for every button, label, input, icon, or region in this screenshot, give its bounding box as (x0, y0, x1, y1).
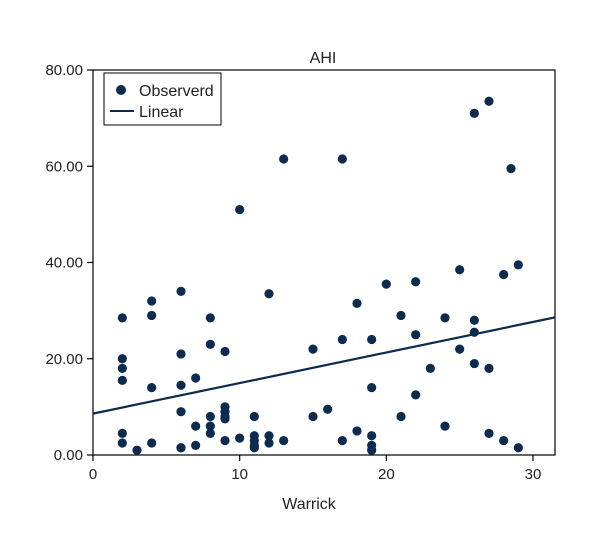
data-point (440, 421, 450, 431)
data-point (191, 421, 201, 431)
data-point (396, 411, 406, 422)
legend-linear-label: Linear (139, 104, 184, 121)
data-point (249, 411, 259, 422)
data-point (367, 445, 377, 455)
data-point (117, 313, 127, 323)
data-point (220, 346, 230, 357)
data-point (205, 428, 215, 438)
data-point (469, 358, 479, 369)
data-point (455, 265, 465, 275)
data-point (469, 108, 479, 118)
data-point (205, 411, 215, 422)
data-point (455, 344, 465, 354)
observed-points (117, 96, 523, 455)
data-point (484, 96, 494, 106)
y-axis: 0.00 20.00 40.00 60.00 80.00 (45, 62, 93, 464)
data-point (513, 260, 523, 270)
data-point (132, 445, 142, 455)
legend-box (103, 72, 222, 126)
x-tick-label: 10 (231, 466, 248, 483)
plot-frame (92, 69, 556, 456)
data-point (117, 438, 127, 448)
data-point (381, 279, 391, 289)
data-point (191, 373, 201, 383)
data-point (308, 344, 318, 354)
data-point (411, 277, 421, 287)
data-point (220, 435, 230, 446)
x-axis-title: Warrick (282, 496, 337, 513)
x-tick-label: 0 (89, 466, 97, 483)
data-point (352, 298, 362, 309)
x-tick-label: 30 (525, 466, 542, 483)
data-point (499, 269, 509, 280)
data-point (147, 310, 157, 321)
data-point (396, 310, 406, 321)
data-point (337, 154, 347, 164)
y-tick-label: 60.00 (45, 158, 83, 175)
data-point (235, 433, 245, 443)
y-tick-label: 20.00 (45, 351, 83, 368)
data-point (191, 440, 201, 450)
data-point (205, 313, 215, 323)
y-tick-label: 0.00 (54, 447, 83, 464)
data-point (205, 421, 215, 431)
data-point (235, 204, 245, 215)
data-point (117, 354, 127, 364)
data-point (411, 330, 421, 340)
data-point (176, 443, 186, 453)
x-tick-label: 20 (378, 466, 395, 483)
data-point (147, 296, 157, 306)
data-point (117, 375, 127, 386)
data-point (117, 363, 127, 373)
data-point (440, 313, 450, 323)
data-point (484, 363, 494, 373)
data-point (367, 334, 377, 345)
data-point (469, 315, 479, 325)
x-axis: 0 10 20 30 (89, 455, 542, 483)
data-point (308, 411, 318, 422)
data-point (499, 435, 509, 446)
data-point (337, 334, 347, 345)
legend-observed-label: Observerd (139, 83, 214, 100)
data-point (264, 431, 274, 441)
data-point (176, 380, 186, 390)
chart-title: AHI (310, 50, 337, 67)
data-point (484, 428, 494, 438)
data-point (513, 443, 523, 453)
data-point (425, 363, 435, 373)
legend-observed-marker (116, 85, 126, 95)
data-point (352, 426, 362, 436)
data-point (147, 438, 157, 448)
data-point (367, 431, 377, 441)
y-tick-label: 80.00 (45, 62, 83, 79)
data-point (279, 435, 289, 446)
data-point (337, 435, 347, 446)
data-point (176, 349, 186, 359)
data-point (147, 383, 157, 393)
data-point (411, 390, 421, 400)
data-point (176, 407, 186, 417)
data-point (279, 154, 289, 164)
data-point (205, 339, 215, 349)
data-point (117, 428, 127, 438)
legend: Observerd Linear (103, 72, 222, 126)
data-point (249, 443, 259, 453)
data-point (323, 404, 333, 414)
data-point (367, 383, 377, 393)
data-point (264, 289, 274, 299)
data-point (469, 327, 479, 337)
data-point (176, 286, 186, 296)
data-point (264, 438, 274, 448)
y-tick-label: 40.00 (45, 255, 83, 272)
data-point (220, 414, 230, 424)
data-point (506, 164, 516, 174)
